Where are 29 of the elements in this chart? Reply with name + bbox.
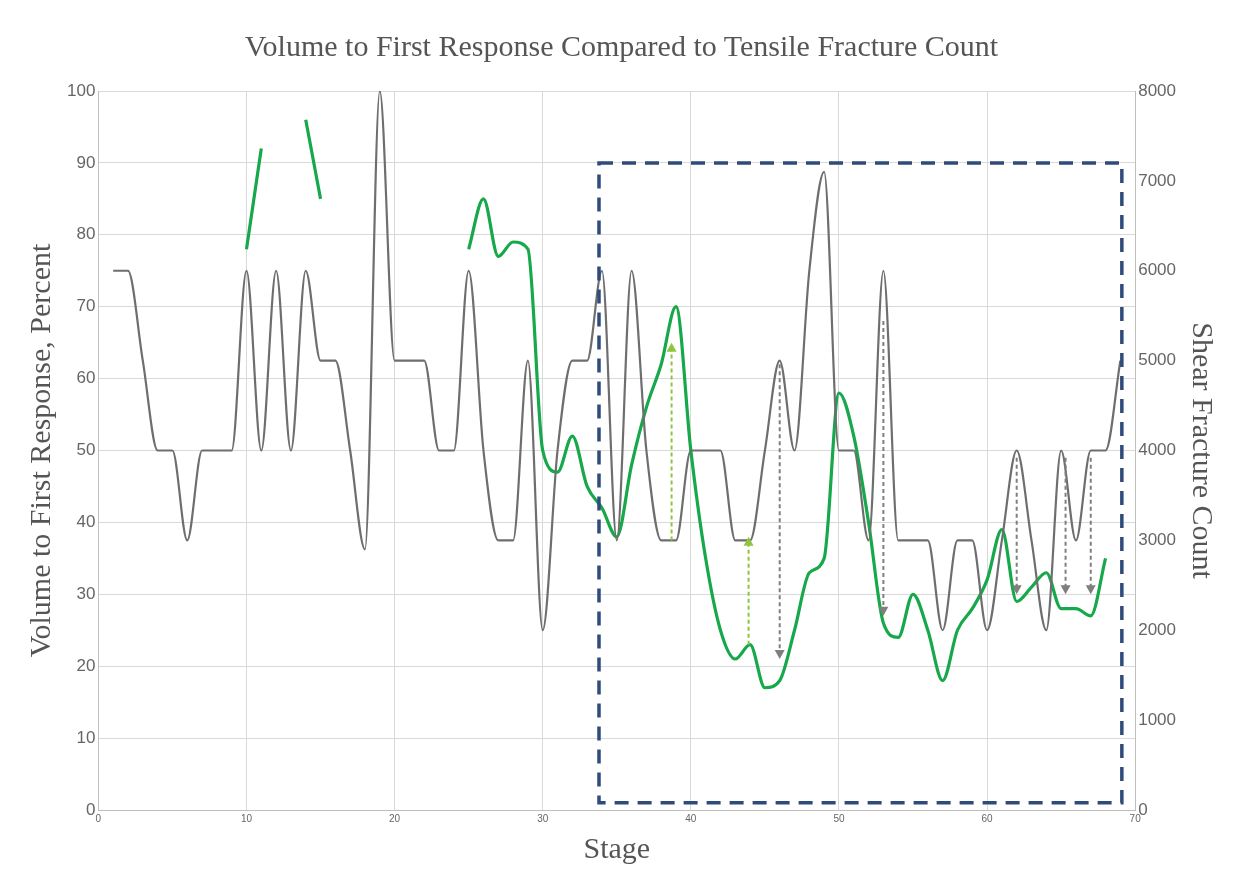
y-tick-label: 80 [76, 224, 96, 244]
x-tick-label: 30 [537, 812, 549, 824]
y2-tick-label: 8000 [1138, 80, 1177, 100]
y-tick-label: 90 [76, 152, 96, 172]
y-tick-label: 40 [76, 512, 96, 532]
y2-tick-label: 4000 [1138, 440, 1177, 460]
x-tick-label: 50 [833, 812, 845, 824]
x-tick-label: 60 [981, 812, 994, 824]
y-tick-label: 60 [76, 368, 96, 388]
y-axis-title: Volume to First Response, Percent [22, 243, 56, 658]
y2-tick-label: 1000 [1138, 709, 1177, 729]
y2-tick-label: 2000 [1138, 619, 1177, 639]
line-series [112, 91, 1122, 632]
y-tick-label: 50 [76, 440, 96, 460]
y2-axis-title: Shear Fracture Count [1187, 322, 1221, 580]
y-tick-label: 10 [76, 727, 96, 747]
y-tick-label: 70 [76, 296, 96, 316]
y2-tick-label: 5000 [1138, 350, 1177, 370]
y-tick-label: 100 [66, 80, 96, 100]
y-tick-label: 30 [76, 583, 96, 603]
y2-tick-label: 3000 [1138, 530, 1177, 550]
x-tick-label: 10 [240, 812, 253, 824]
y2-tick-label: 6000 [1138, 260, 1177, 280]
x-axis-title: Stage [583, 830, 651, 864]
x-tick-label: 20 [389, 812, 401, 824]
x-tick-label: 40 [685, 812, 697, 824]
y2-tick-label: 7000 [1138, 170, 1177, 190]
y-tick-label: 20 [76, 655, 96, 675]
chart-title: Volume to First Response Compared to Tensile Fracture Count [244, 28, 999, 62]
